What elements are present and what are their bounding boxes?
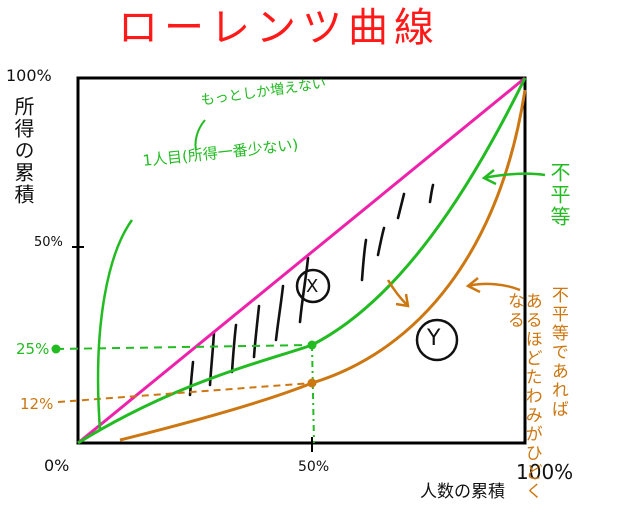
- x-tick-100: 100%: [516, 460, 574, 484]
- y-tick-50: 50%: [34, 235, 63, 250]
- point-green-50: [307, 340, 317, 350]
- point-orange-50: [307, 378, 317, 388]
- hatching: [188, 183, 435, 397]
- y-axis-label: 所得の累積: [11, 96, 35, 206]
- dashed-25-horizontal: [55, 344, 313, 350]
- dashed-12-horizontal: [57, 382, 313, 403]
- arrow-unequal-head: [465, 277, 481, 294]
- x-tick-0: 0%: [44, 456, 70, 475]
- plot-frame: [76, 76, 527, 445]
- y-tick-100: 100%: [6, 66, 52, 85]
- pointer-note-top: [194, 119, 206, 151]
- dashed-50-vertical: [311, 344, 315, 444]
- mark-y: Y: [427, 326, 441, 351]
- arrow-unequal: [467, 282, 521, 292]
- circle-x: [295, 268, 331, 304]
- equality-line: [77, 76, 526, 445]
- y-tick-12: 12%: [20, 395, 54, 413]
- point-25-left: [51, 344, 61, 354]
- arrow-x-to-y: [386, 279, 409, 307]
- note-more-unequal-1: 不平等であれば: [547, 286, 568, 419]
- arrow-equal-head: [481, 169, 497, 186]
- y-tick-25: 25%: [16, 340, 50, 358]
- arrow-equal-label: [483, 172, 546, 180]
- arrow-x-to-y-head: [395, 293, 410, 308]
- x-tick-50: 50%: [298, 459, 330, 475]
- mark-x: X: [306, 276, 319, 297]
- circle-y: [415, 318, 459, 362]
- lorenz-curve-orange: [119, 89, 527, 442]
- x-axis-label: 人数の累積: [420, 482, 505, 502]
- pointer-first-person: [96, 219, 134, 431]
- note-more-unequal-2: あるほどたわみがひどくなる: [503, 292, 542, 501]
- diagram-title: ローレンツ曲線: [118, 5, 440, 51]
- label-inequality: 不平等: [547, 162, 571, 228]
